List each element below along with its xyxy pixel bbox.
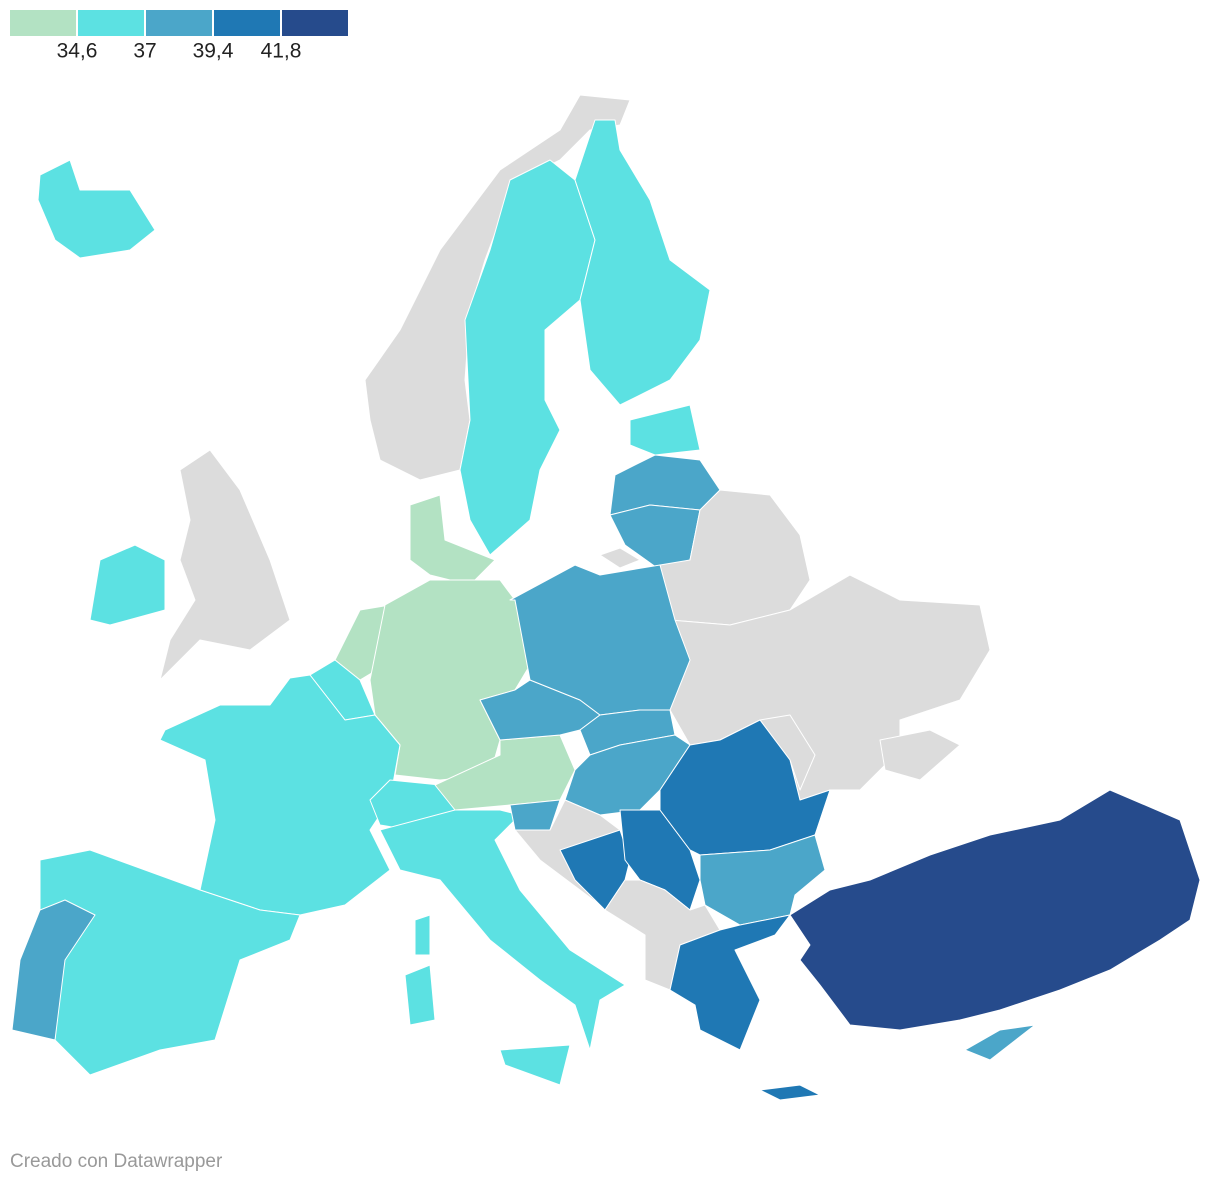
country	[789, 789, 1201, 1031]
country	[699, 834, 826, 926]
country	[404, 964, 436, 1026]
legend-swatch	[78, 10, 144, 36]
country	[879, 729, 961, 781]
country	[669, 914, 791, 1051]
footer: Creado con Datawrapper	[10, 1151, 223, 1172]
legend-swatch	[214, 10, 280, 36]
countries	[11, 94, 1201, 1101]
country	[574, 119, 711, 406]
country	[159, 449, 291, 681]
country	[629, 404, 701, 456]
legend-swatch	[10, 10, 76, 36]
country	[499, 1044, 571, 1086]
country	[459, 159, 596, 556]
country	[599, 547, 641, 569]
legend-label: 34,6	[57, 40, 98, 63]
legend-label: 41,8	[261, 40, 302, 63]
country	[159, 674, 401, 916]
country	[604, 879, 721, 991]
country	[11, 899, 96, 1041]
country	[409, 494, 496, 586]
legend-label: 39,4	[193, 40, 234, 63]
legend-label: 37	[133, 40, 156, 63]
country	[759, 1084, 821, 1101]
country	[37, 159, 156, 259]
country	[659, 719, 831, 856]
legend-swatch	[146, 10, 212, 36]
country	[89, 544, 166, 626]
legend-swatch	[282, 10, 348, 36]
country	[414, 914, 431, 956]
country	[964, 1024, 1036, 1061]
legend: 34,6 37 39,4 41,8	[10, 10, 348, 63]
